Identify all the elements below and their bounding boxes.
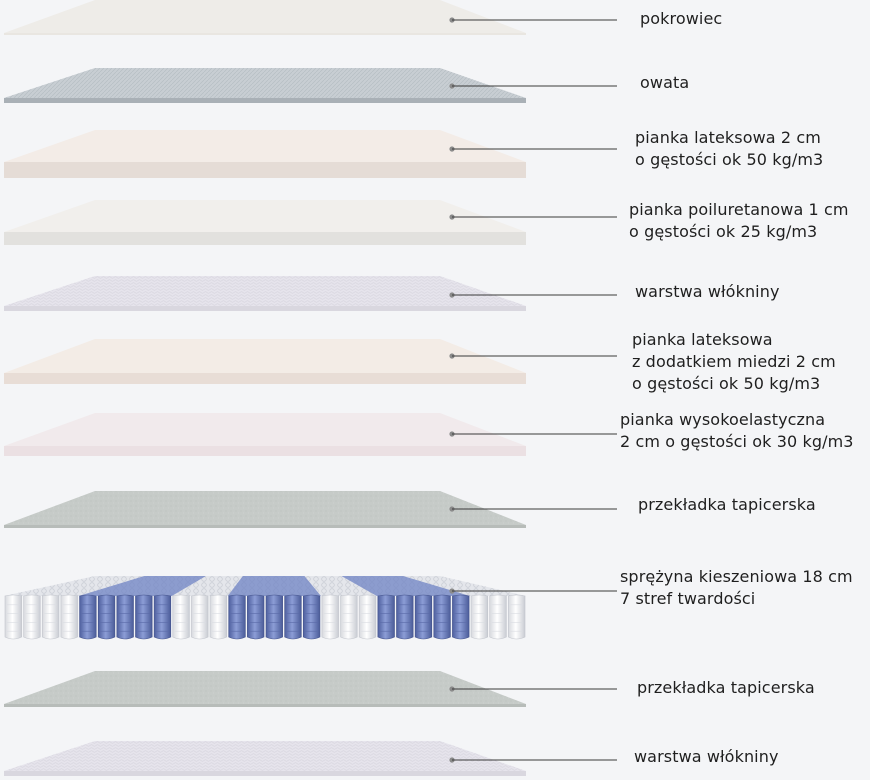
spring-pocket-blue — [247, 594, 265, 640]
spring-pocket-blue — [153, 594, 172, 640]
spring-pocket-white — [191, 594, 209, 640]
spring-pocket-white — [470, 594, 489, 640]
layer-nonwoven-2 — [4, 741, 526, 776]
spring-pocket-white — [4, 594, 22, 640]
layer-label-wadding: owata — [640, 72, 689, 94]
spring-pocket-blue — [116, 594, 134, 640]
spring-zone-top-blue — [78, 576, 206, 596]
layer-label-line: przekładka tapicerska — [637, 678, 815, 697]
layer-front-side — [4, 704, 526, 707]
layer-label-nonwoven-1: warstwa włókniny — [635, 281, 780, 303]
spring-pocket-blue — [377, 594, 395, 640]
layer-label-line: pokrowiec — [640, 9, 723, 28]
layer-pad-1 — [4, 491, 526, 528]
layer-front-side — [4, 33, 526, 35]
layer-label-nonwoven-2: warstwa włókniny — [634, 746, 779, 768]
layer-front-side — [4, 162, 526, 178]
layer-label-line: o gęstości ok 25 kg/m3 — [629, 222, 818, 241]
spring-pocket-blue — [135, 594, 153, 640]
layer-label-line: o gęstości ok 50 kg/m3 — [635, 150, 824, 169]
spring-pocket-blue — [228, 594, 246, 640]
layer-front-side — [4, 232, 526, 245]
layer-label-line: 2 cm o gęstości ok 30 kg/m3 — [620, 432, 854, 451]
layer-label-line: pianka lateksowa 2 cm — [635, 128, 821, 147]
layer-label-line: owata — [640, 73, 690, 92]
spring-pocket-white — [340, 594, 358, 640]
spring-zone-top-blue — [341, 576, 471, 596]
layer-latex-2cm — [4, 130, 526, 178]
spring-pocket-blue — [433, 594, 451, 640]
layer-label-line: o gęstości ok 50 kg/m3 — [632, 374, 821, 393]
layer-front-side — [4, 771, 526, 776]
layer-texture — [4, 276, 526, 306]
layer-wadding — [4, 68, 526, 103]
spring-pocket-white — [60, 594, 78, 640]
layer-top-face — [4, 0, 526, 33]
layer-label-hr-foam: pianka wysokoelastyczna 2 cm o gęstości o… — [620, 409, 854, 453]
spring-pocket-blue — [414, 594, 433, 640]
spring-pocket-blue — [284, 594, 302, 640]
layer-label-springs: sprężyna kieszeniowa 18 cm 7 stref twardo… — [620, 566, 853, 610]
layer-pu-foam-1cm — [4, 200, 526, 245]
layer-top-face — [4, 339, 526, 373]
layer-front-side — [4, 98, 526, 103]
layer-label-pad-2: przekładka tapicerska — [637, 677, 815, 699]
layer-copper-latex — [4, 339, 526, 384]
layer-label-cover: pokrowiec — [640, 8, 722, 30]
spring-pocket-white — [489, 594, 507, 640]
layer-top-face — [4, 413, 526, 446]
layer-label-pu-foam-1cm: pianka poiluretanowa 1 cm o gęstości ok 2… — [629, 199, 849, 243]
spring-pocket-blue — [302, 594, 321, 640]
layer-nonwoven-1 — [4, 276, 526, 311]
layer-label-copper-latex: pianka lateksowa z dodatkiem miedzi 2 cm o… — [632, 329, 836, 395]
spring-pocket-blue — [265, 594, 283, 640]
spring-pocket-white — [508, 594, 526, 640]
layer-label-line: z dodatkiem miedzi 2 cm — [632, 352, 836, 371]
spring-pocket-white — [358, 594, 377, 640]
spring-pocket-blue — [79, 594, 97, 640]
layer-pad-2 — [4, 671, 526, 707]
layer-label-line: pianka wysokoelastyczna — [620, 410, 826, 429]
layer-label-line: 7 stref twardości — [620, 589, 756, 608]
layer-cover — [4, 0, 526, 35]
layer-label-line: warstwa włókniny — [634, 747, 779, 766]
layer-springs — [4, 576, 526, 640]
layer-label-line: warstwa włókniny — [635, 282, 780, 301]
spring-pocket-white — [23, 594, 41, 640]
layer-label-line: przekładka tapicerska — [638, 495, 816, 514]
layer-texture — [4, 741, 526, 771]
layer-label-line: sprężyna kieszeniowa 18 cm — [620, 567, 853, 586]
layer-top-face — [4, 130, 526, 162]
layer-texture — [4, 671, 526, 704]
layer-texture — [4, 491, 526, 525]
spring-zone-top-blue — [227, 576, 321, 596]
layer-texture — [4, 68, 526, 98]
layer-top-face — [4, 200, 526, 232]
spring-pocket-white — [41, 594, 60, 640]
layer-label-latex-2cm: pianka lateksowa 2 cm o gęstości ok 50 kg… — [635, 127, 823, 171]
spring-pocket-white — [321, 594, 339, 640]
layer-label-line: pianka lateksowa — [632, 330, 773, 349]
spring-pocket-blue — [396, 594, 414, 640]
layer-hr-foam — [4, 413, 526, 456]
layer-front-side — [4, 525, 526, 528]
spring-pocket-blue — [452, 594, 470, 640]
layer-label-pad-1: przekładka tapicerska — [638, 494, 816, 516]
spring-pocket-blue — [97, 594, 116, 640]
layer-front-side — [4, 373, 526, 384]
layer-front-side — [4, 446, 526, 456]
layer-label-line: pianka poiluretanowa 1 cm — [629, 200, 849, 219]
layer-front-side — [4, 306, 526, 311]
spring-pocket-white — [172, 594, 190, 640]
spring-pocket-white — [209, 594, 228, 640]
